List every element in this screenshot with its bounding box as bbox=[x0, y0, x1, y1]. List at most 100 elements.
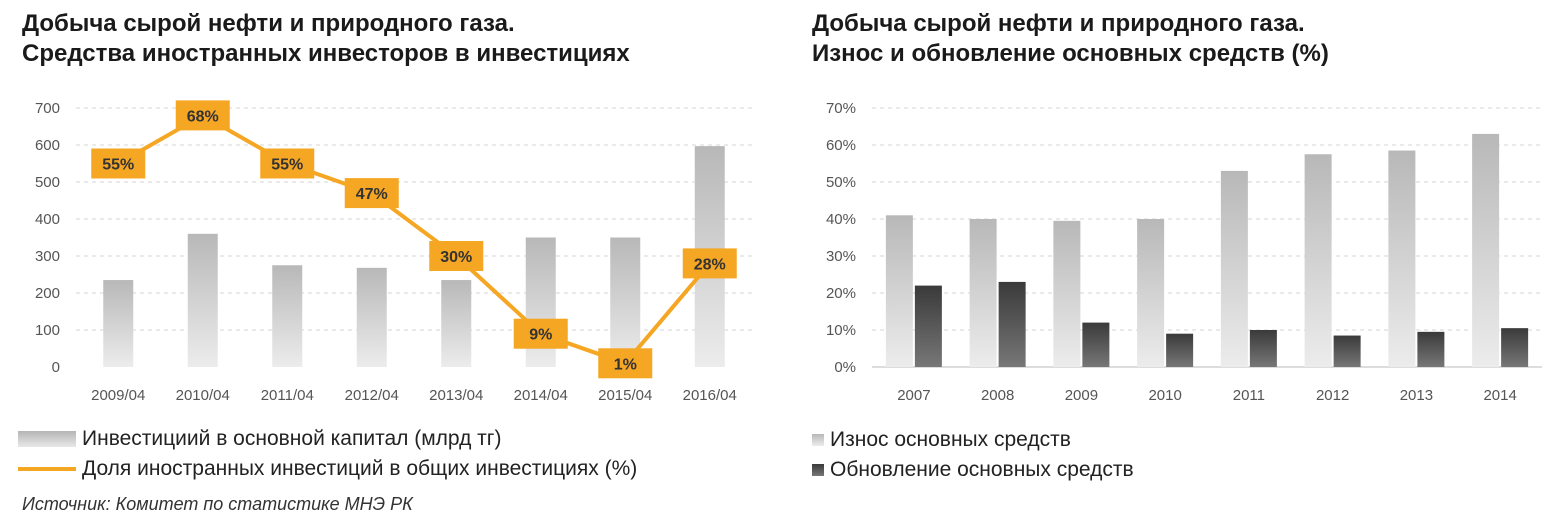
x-tick-label: 2012/04 bbox=[345, 387, 399, 404]
right-chart-title-line-1: Добыча сырой нефти и природного газа. bbox=[812, 10, 1305, 37]
legend-swatch-light bbox=[812, 434, 824, 446]
bar-depreciation bbox=[1220, 170, 1248, 367]
data-label: 30% bbox=[429, 241, 484, 271]
right-depreciation-chart: 0% 10% 20% 30% 40% 50% 60% 70% 2007 2008 2009 2010 2… bbox=[826, 100, 1542, 404]
data-label-text: 47% bbox=[356, 186, 388, 203]
bar-depreciation bbox=[1137, 219, 1165, 367]
y-tick-label: 100 bbox=[35, 322, 60, 339]
right-chart-legend: Износ основных средств Обновление основн… bbox=[812, 425, 1134, 485]
y-tick-label: 200 bbox=[35, 285, 60, 302]
data-label-text: 30% bbox=[440, 249, 472, 266]
data-label: 55% bbox=[260, 148, 315, 179]
data-label-text: 55% bbox=[271, 157, 303, 174]
bar-depreciation bbox=[1304, 154, 1332, 367]
legend-label-foreign-share: Доля иностранных инвестиций в общих инве… bbox=[82, 457, 638, 480]
bar-depreciation bbox=[969, 219, 997, 367]
bar-depreciation bbox=[1053, 220, 1081, 367]
x-tick-label: 2014 bbox=[1483, 387, 1516, 404]
y-tick-label: 60% bbox=[826, 137, 856, 154]
data-label-box bbox=[344, 178, 399, 209]
left-chart-title: Добыча сырой нефти и природного газа. Ср… bbox=[22, 9, 630, 69]
data-label: 47% bbox=[344, 178, 399, 209]
data-label-box bbox=[513, 318, 568, 349]
x-tick-label: 2011/04 bbox=[261, 387, 314, 404]
x-tick-label: 2007 bbox=[897, 387, 930, 404]
x-tick-label: 2011 bbox=[1233, 387, 1265, 404]
x-tick-label: 2009/04 bbox=[91, 387, 145, 404]
y-tick-label: 0% bbox=[834, 359, 856, 376]
y-tick-label: 300 bbox=[35, 248, 60, 265]
bar bbox=[441, 280, 472, 367]
x-tick-label: 2008 bbox=[981, 387, 1014, 404]
bar-depreciation bbox=[1388, 150, 1416, 367]
data-label-box bbox=[598, 348, 653, 379]
bar-renewal bbox=[1501, 328, 1529, 367]
legend-item-depreciation: Износ основных средств bbox=[812, 425, 1134, 455]
x-tick-label: 2014/04 bbox=[514, 387, 568, 404]
x-tick-label: 2013/04 bbox=[429, 387, 483, 404]
legend-item-investments: Инвестициий в основной капитал (млрд тг) bbox=[18, 424, 637, 454]
x-tick-label: 2010 bbox=[1148, 387, 1181, 404]
bar bbox=[610, 237, 641, 367]
y-tick-label: 70% bbox=[826, 100, 856, 117]
left-chart-legend: Инвестициий в основной капитал (млрд тг)… bbox=[18, 424, 637, 484]
data-label: 28% bbox=[682, 248, 737, 279]
bar bbox=[272, 265, 303, 367]
y-tick-label: 600 bbox=[35, 137, 60, 154]
x-tick-label: 2015/04 bbox=[598, 387, 652, 404]
y-tick-label: 30% bbox=[826, 248, 856, 265]
data-label-box bbox=[91, 148, 146, 179]
y-tick-label: 20% bbox=[826, 285, 856, 302]
y-tick-label: 700 bbox=[35, 100, 60, 117]
data-label-text: 9% bbox=[529, 327, 552, 344]
y-tick-label: 400 bbox=[35, 211, 60, 228]
bar bbox=[103, 280, 134, 367]
x-tick-label: 2013 bbox=[1400, 387, 1433, 404]
bar-renewal bbox=[1249, 330, 1277, 367]
bar-renewal bbox=[914, 285, 942, 367]
right-chart-title: Добыча сырой нефти и природного газа. Из… bbox=[812, 9, 1329, 69]
x-tick-label: 2012 bbox=[1316, 387, 1349, 404]
legend-swatch-bar bbox=[18, 431, 76, 447]
y-tick-label: 10% bbox=[826, 322, 856, 339]
left-chart-title-line-1: Добыча сырой нефти и природного газа. bbox=[22, 10, 515, 37]
data-label-text: 1% bbox=[614, 356, 637, 373]
data-label-box bbox=[429, 241, 484, 271]
data-label-box bbox=[175, 100, 230, 131]
y-tick-label: 0 bbox=[52, 359, 60, 376]
legend-swatch-dark bbox=[812, 464, 824, 476]
data-label-text: 55% bbox=[102, 157, 134, 174]
x-tick-label: 2009 bbox=[1065, 387, 1098, 404]
source-note: Источник: Комитет по статистике МНЭ РК bbox=[22, 494, 413, 514]
x-tick-label: 2016/04 bbox=[683, 387, 737, 404]
data-label: 1% bbox=[598, 348, 653, 379]
bar-renewal bbox=[1082, 322, 1110, 367]
legend-swatch-line bbox=[18, 467, 76, 471]
left-chart-title-line-2: Средства иностранных инвесторов в инвест… bbox=[22, 40, 630, 67]
data-label: 55% bbox=[91, 148, 146, 179]
data-label: 9% bbox=[513, 318, 568, 349]
data-label-box bbox=[260, 148, 315, 179]
bar-renewal bbox=[1417, 331, 1445, 367]
x-tick-label: 2010/04 bbox=[176, 387, 230, 404]
bar-renewal bbox=[1166, 333, 1194, 367]
bar-depreciation bbox=[1472, 133, 1500, 367]
legend-label-depreciation: Износ основных средств bbox=[830, 428, 1071, 451]
bar-renewal bbox=[998, 281, 1026, 367]
left-investment-chart: 0 100 200 300 400 500 600 700 2009/04 2010/04 2011… bbox=[35, 100, 752, 404]
bar-depreciation bbox=[885, 215, 913, 367]
bar-renewal bbox=[1333, 335, 1361, 367]
data-label-box bbox=[682, 248, 737, 279]
legend-item-renewal: Обновление основных средств bbox=[812, 455, 1134, 485]
data-label-text: 68% bbox=[187, 108, 219, 125]
bar bbox=[356, 267, 387, 367]
y-tick-label: 500 bbox=[35, 174, 60, 191]
data-label: 68% bbox=[175, 100, 230, 131]
right-chart-title-line-2: Износ и обновление основных средств (%) bbox=[812, 40, 1329, 67]
bar bbox=[187, 233, 218, 367]
legend-label-investments: Инвестициий в основной капитал (млрд тг) bbox=[82, 427, 502, 450]
y-tick-label: 50% bbox=[826, 174, 856, 191]
data-label-text: 28% bbox=[694, 256, 726, 273]
legend-item-foreign-share: Доля иностранных инвестиций в общих инве… bbox=[18, 454, 637, 484]
